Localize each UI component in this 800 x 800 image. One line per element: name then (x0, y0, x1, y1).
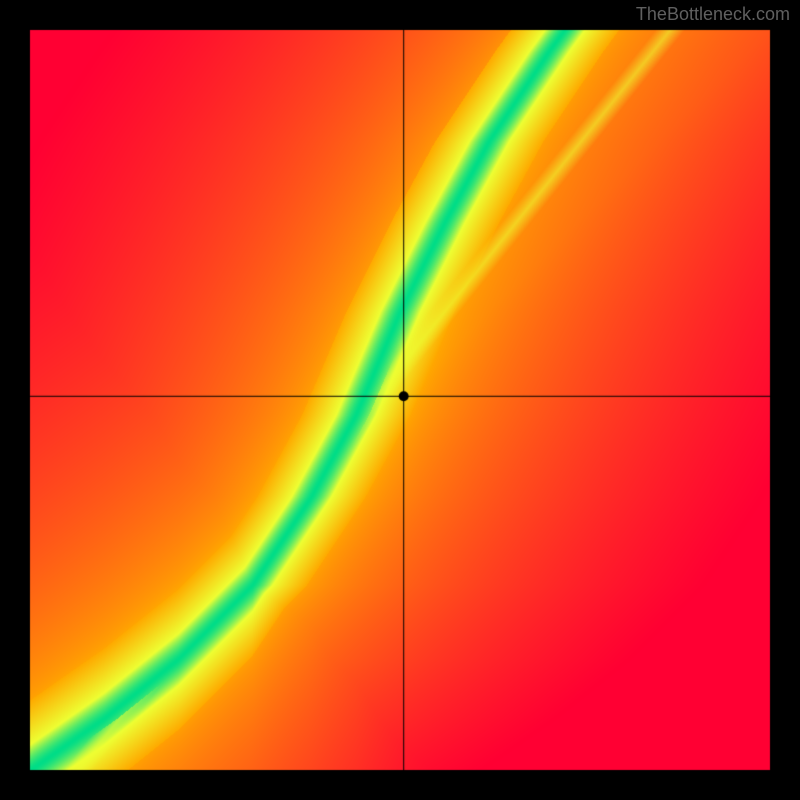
chart-container: TheBottleneck.com (0, 0, 800, 800)
heatmap-canvas (0, 0, 800, 800)
watermark-text: TheBottleneck.com (636, 4, 790, 25)
